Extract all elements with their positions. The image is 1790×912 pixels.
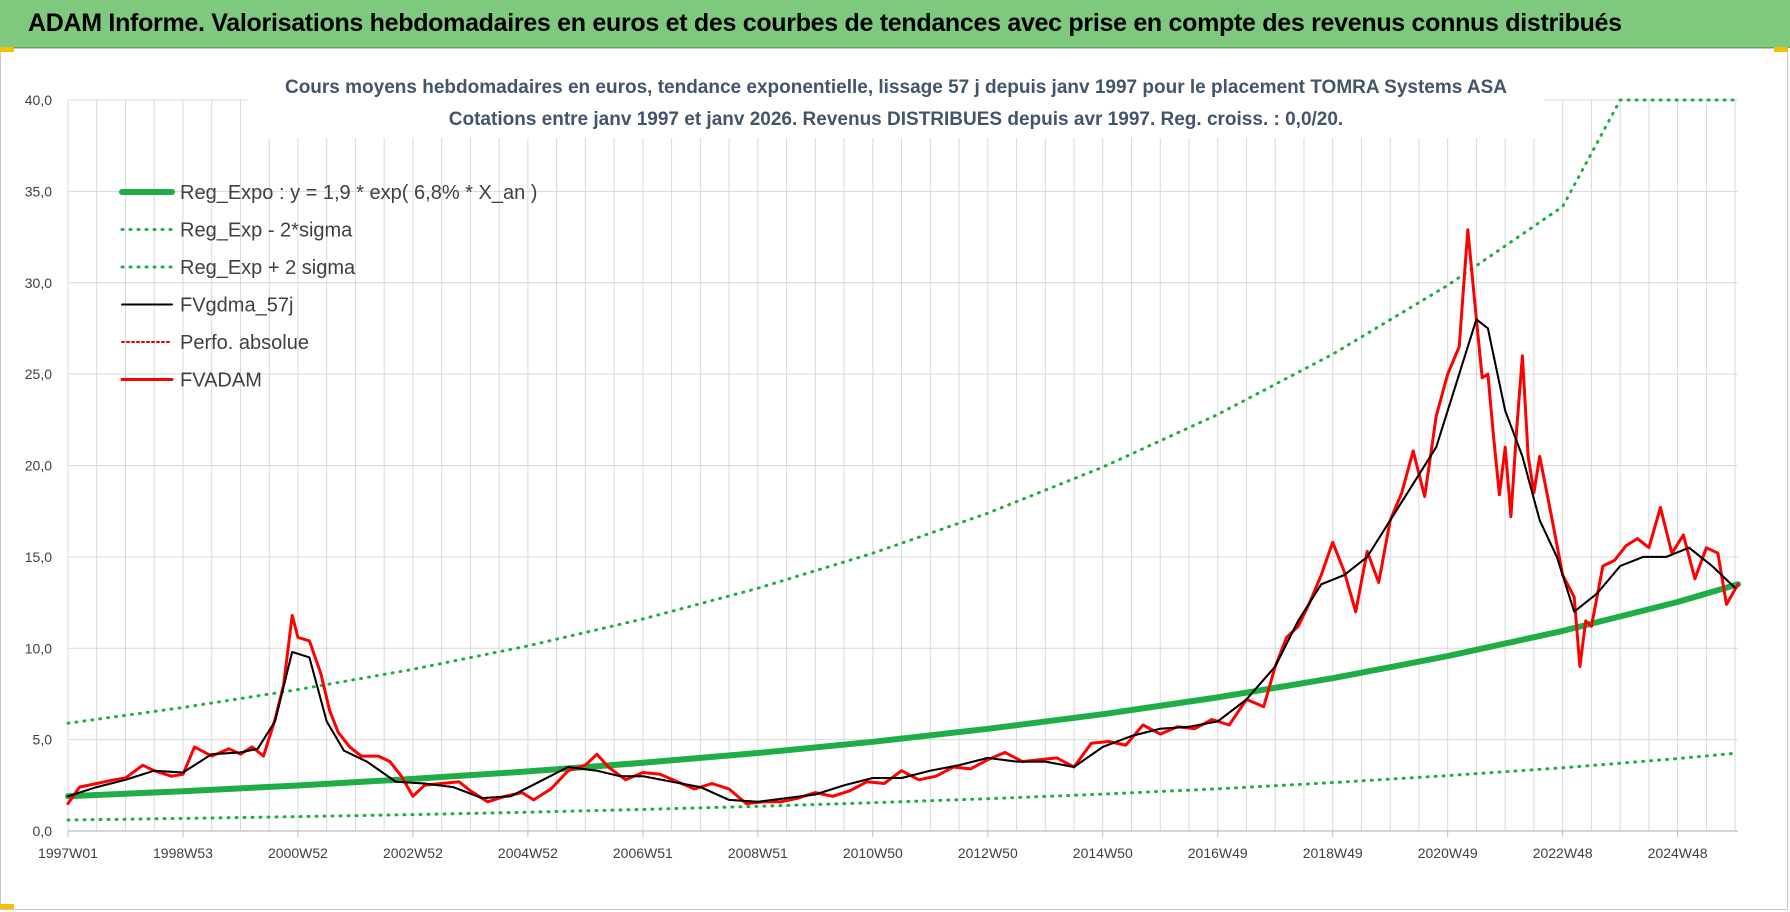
axis-layer: 0,0 5,0 10,0 15,0 20,0 25,0 30,0 35,0 40,0 1997W0… [25,92,1738,861]
legend-label-reg: Reg_Expo : y = 1,9 * exp( 6,8% * X_an ) [180,182,537,204]
corner-mark-bottom-left [0,904,14,909]
legend-label-upper: Reg_Exp + 2 sigma [180,257,356,279]
y-tick-label: 35,0 [25,183,52,199]
chart-title-background [248,68,1544,138]
y-tick-label: 10,0 [25,640,52,656]
x-tick-label: 2024W48 [1648,845,1708,861]
x-tick-label: 2014W50 [1073,845,1133,861]
legend-label-perfo: Perfo. absolue [180,332,309,354]
y-tick-label: 5,0 [33,732,53,748]
legend-label-price: FVADAM [180,370,262,392]
chart-frame [0,48,1788,910]
series-layer [65,98,1741,822]
series-line-price [66,228,1740,806]
chart-title-line-1: Cours moyens hebdomadaires en euros, ten… [285,77,1507,98]
y-tick-label: 25,0 [25,366,52,382]
x-tick-label: 1997W01 [38,845,98,861]
x-tick-label: 2022W48 [1533,845,1593,861]
y-tick-label: 20,0 [25,458,52,474]
x-tick-label: 2018W49 [1303,845,1363,861]
x-tick-label: 2006W51 [613,845,673,861]
series-line-lower [66,751,1740,822]
corner-mark-top-left [0,47,14,52]
series-line-upper [66,98,1740,725]
y-tick-label: 15,0 [25,549,52,565]
grid-layer [67,99,1738,832]
legend: Reg_Expo : y = 1,9 * exp( 6,8% * X_an ) R… [119,182,537,392]
banner-title: ADAM Informe. Valorisations hebdomadaire… [28,9,1622,37]
legend-label-smooth: FVgdma_57j [180,295,293,317]
chart-title-line-2: Cotations entre janv 1997 et janv 2026. … [449,109,1343,130]
legend-label-lower: Reg_Exp - 2*sigma [180,220,353,242]
x-tick-label: 2004W52 [498,845,558,861]
series-line-reg [65,581,1741,800]
x-tick-label: 2016W49 [1188,845,1248,861]
x-tick-label: 1998W53 [153,845,213,861]
y-tick-label: 40,0 [25,92,52,108]
corner-mark-top-right [1774,47,1788,52]
x-tick-label: 2012W50 [958,845,1018,861]
x-tick-label: 2020W49 [1418,845,1478,861]
x-tick-label: 2008W51 [728,845,788,861]
x-tick-label: 2002W52 [383,845,443,861]
x-tick-label: 2000W52 [268,845,328,861]
y-tick-label: 0,0 [33,823,53,839]
report-banner: ADAM Informe. Valorisations hebdomadaire… [0,0,1790,48]
y-tick-label: 30,0 [25,275,52,291]
series-line-smooth [67,318,1737,803]
x-tick-label: 2010W50 [843,845,903,861]
